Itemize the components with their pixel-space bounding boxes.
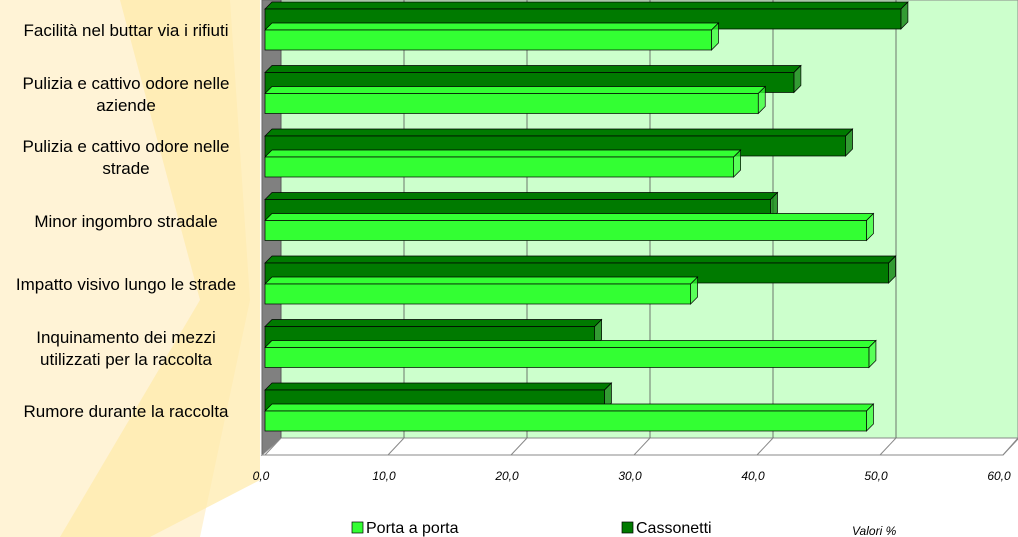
category-label: Impatto visivo lungo le strade [15,275,237,294]
bar-top [264,22,720,31]
bar-top [264,276,699,285]
category-label: Minor ingombro stradale [34,211,218,231]
x-tick-label: 0,0 [253,469,270,483]
bar-group [264,22,720,51]
category-label: Inquinamento dei mezzi utilizzati per la… [36,327,216,369]
bar-group [264,339,877,369]
bar-top [264,319,603,327]
floor [260,437,1018,456]
tick-mark [633,437,651,456]
tick-mark [510,437,528,456]
bar-top [264,149,742,158]
bar [264,410,867,432]
bar-top [264,382,613,391]
x-tick-label: 60,0 [987,469,1011,483]
bar-top [264,86,767,94]
bar [264,220,867,241]
background-shape [60,0,260,537]
bar [264,29,712,51]
bar-group [264,276,699,305]
bar-group [264,85,767,115]
bar-group [264,149,742,178]
bar [264,93,759,114]
bar [264,156,734,178]
bar-top [264,255,897,264]
bar [264,347,870,368]
x-tick-label: 20,0 [494,469,519,483]
bar-top [264,1,909,10]
legend-label: Cassonetti [636,520,712,537]
legend-swatch [351,521,364,534]
tick-mark [387,437,405,456]
tick-mark [756,437,774,456]
x-tick-label: 10,0 [372,469,396,483]
bar-top [264,213,875,221]
category-label: Rumore durante la raccolta [23,402,229,421]
bar-top [264,128,854,137]
bar-group [264,403,875,432]
bar-top [264,340,877,348]
bar-top [264,403,875,412]
x-tick-label: 30,0 [618,469,642,483]
tick-mark [879,437,897,456]
note: Valori % [852,524,897,537]
bar [264,283,691,305]
category-label: Pulizia e cattivo odore nelle aziende [22,73,230,115]
legend-label: Porta a porta [366,520,459,537]
tick-mark [1002,438,1018,456]
legend-swatch [621,521,634,534]
x-tick-label: 40,0 [741,469,765,483]
bar-group [264,212,875,242]
tick-mark [264,437,282,456]
category-label: Facilità nel buttar via i rifiuti [23,21,229,40]
bar-top [264,65,802,73]
category-label: Pulizia e cattivo odore nelle strade [22,137,230,178]
x-tick-label: 50,0 [864,469,888,483]
bar-top [264,192,779,200]
